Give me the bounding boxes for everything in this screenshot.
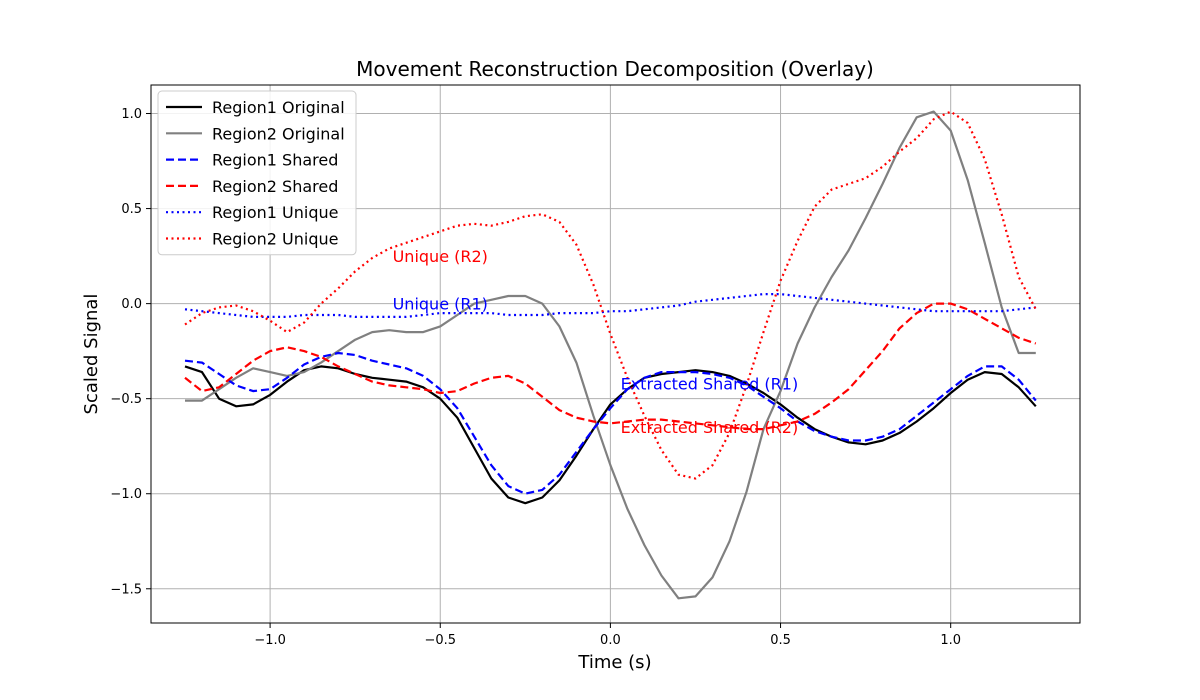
x-tick-label: 0.0 bbox=[600, 633, 621, 648]
x-tick-label: −0.5 bbox=[424, 633, 456, 648]
annotation: Extracted Shared (R2) bbox=[621, 418, 799, 437]
series-line-region1-original bbox=[184, 365, 1037, 505]
annotation: Extracted Shared (R1) bbox=[621, 374, 799, 393]
x-tick-label: −1.0 bbox=[254, 633, 286, 648]
legend-label: Region2 Unique bbox=[212, 230, 338, 249]
plot-frame bbox=[150, 84, 1081, 624]
annotation: Unique (R1) bbox=[393, 295, 488, 314]
series-line-region1-shared bbox=[184, 351, 1037, 495]
legend-label: Region1 Original bbox=[212, 98, 345, 117]
legend-label: Region1 Shared bbox=[212, 151, 338, 170]
series-line-region2-original bbox=[185, 110, 1036, 600]
y-tick-label: 1.0 bbox=[121, 107, 142, 122]
y-tick-label: −1.0 bbox=[110, 487, 142, 502]
x-axis-label: Time (s) bbox=[577, 652, 651, 673]
chart-title: Movement Reconstruction Decomposition (O… bbox=[356, 57, 874, 81]
ticks: −1.0 −0.5 0.0 0.5 1.0 −1.5 −1.0 −0.5 0.0 0.5 1.0 bbox=[110, 107, 961, 648]
legend-label: Region2 Shared bbox=[212, 177, 338, 196]
x-tick-label: 0.5 bbox=[770, 633, 791, 648]
y-tick-label: 0.0 bbox=[121, 297, 142, 312]
y-tick-label: 0.5 bbox=[121, 202, 142, 217]
legend-label: Region1 Unique bbox=[212, 203, 338, 222]
legend: Region1 Original Region2 Original Region1 … bbox=[157, 90, 357, 256]
series-line-region2-shared bbox=[184, 302, 1037, 431]
x-tick-label: 1.0 bbox=[940, 633, 961, 648]
y-tick-label: −0.5 bbox=[110, 392, 142, 407]
y-axis-label: Scaled Signal bbox=[81, 294, 102, 415]
annotation: Unique (R2) bbox=[393, 247, 488, 266]
y-tick-label: −1.5 bbox=[110, 582, 142, 597]
legend-label: Region2 Original bbox=[212, 124, 345, 143]
series-line-region2-unique bbox=[184, 110, 1037, 480]
annotation-layer: Unique (R2) Unique (R1) Extracted Shared (… bbox=[393, 247, 799, 437]
legend-box bbox=[157, 90, 357, 256]
series-layer bbox=[184, 110, 1037, 600]
